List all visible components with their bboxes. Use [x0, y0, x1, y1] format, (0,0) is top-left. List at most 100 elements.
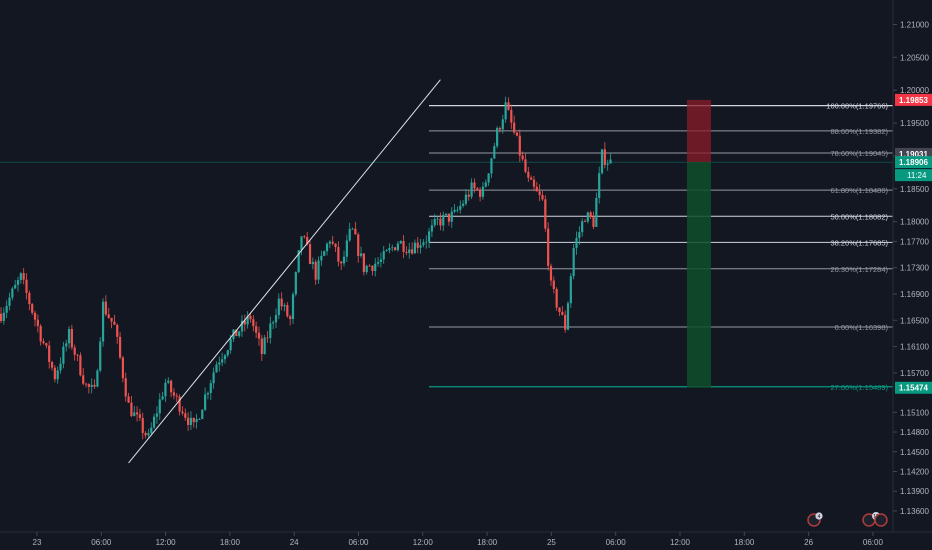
fib-level-label: 27.00%(1.15489)	[830, 383, 888, 392]
candle-body	[581, 221, 584, 233]
candle-body	[325, 243, 329, 252]
candle-body	[368, 265, 371, 267]
candle	[300, 236, 303, 256]
candle-body	[238, 331, 241, 337]
drawings[interactable]	[128, 79, 711, 464]
alert-icon[interactable]	[874, 513, 888, 527]
candle	[589, 210, 592, 220]
candle	[198, 418, 201, 420]
price-badge-text: 1.19031	[899, 150, 928, 159]
time-axis[interactable]: 23 06:00 12:00 18:00 24 06:00 12:00 18:00 25 06:0…	[33, 532, 884, 547]
candle-body	[337, 247, 340, 262]
candle-body	[331, 241, 334, 244]
candle-body	[388, 247, 391, 251]
candle-body	[598, 173, 601, 198]
trendline[interactable]	[128, 79, 441, 464]
candle-body	[547, 228, 550, 266]
candle	[402, 234, 405, 259]
fibonacci-levels[interactable]: 100.00%(1.19766) 88.60%(1.19382) 78.60%(1.…	[0, 102, 893, 392]
candle-body	[274, 315, 278, 323]
candle-body	[345, 240, 348, 257]
price-badge-box	[895, 93, 932, 106]
candle	[67, 326, 71, 349]
candle-body	[487, 173, 490, 183]
candle-body	[586, 212, 589, 222]
candle-body	[391, 247, 394, 249]
candle	[11, 286, 14, 301]
candle-body	[16, 280, 20, 285]
position-stop-zone[interactable]	[687, 99, 711, 163]
candle-body	[311, 261, 314, 265]
candle	[257, 326, 261, 346]
candle	[121, 355, 125, 383]
candle-body	[408, 249, 411, 253]
candle	[325, 242, 329, 256]
candle-body	[79, 355, 82, 376]
candle	[76, 353, 79, 362]
candle-body	[82, 375, 85, 384]
candle	[189, 411, 193, 430]
candle	[118, 331, 122, 360]
candle-body	[255, 326, 258, 333]
candle-body	[433, 218, 436, 226]
candle-body	[303, 236, 306, 238]
position-target-zone[interactable]	[687, 162, 711, 388]
candle-body	[294, 272, 297, 295]
candle-body	[152, 416, 156, 428]
countdown-text: 11:24	[907, 171, 927, 180]
candle-body	[178, 396, 181, 412]
candle	[362, 253, 365, 276]
candle	[263, 334, 266, 355]
candle-body	[172, 392, 176, 396]
candle	[31, 302, 34, 316]
candle-body	[291, 294, 295, 320]
alert-icons[interactable]: 4 15	[807, 512, 888, 527]
candle	[337, 241, 340, 267]
candle	[518, 129, 521, 162]
candle-body	[127, 396, 130, 403]
candle	[385, 248, 388, 252]
candle-body	[544, 199, 547, 229]
alert-icon[interactable]: 4	[807, 512, 823, 527]
candle	[246, 311, 249, 329]
candle	[291, 291, 295, 324]
candle	[36, 314, 39, 333]
candle	[175, 392, 178, 402]
candle	[569, 273, 572, 308]
time-tick-label: 18:00	[477, 538, 498, 547]
price-tick-label: 1.14500	[900, 448, 929, 457]
price-axis[interactable]: 1.210001.205001.200001.195001.190001.185…	[893, 20, 929, 516]
candle	[320, 250, 323, 266]
candle	[8, 292, 11, 311]
candle-body	[240, 320, 244, 332]
candle	[354, 221, 357, 235]
price-tick-label: 1.16100	[900, 343, 929, 352]
candle-body	[2, 312, 5, 321]
candle	[311, 257, 314, 270]
candle-body	[36, 319, 39, 327]
candle	[541, 190, 544, 201]
candle-body	[187, 417, 190, 426]
candle-body	[362, 253, 365, 273]
candle-body	[116, 324, 119, 337]
candle	[283, 303, 286, 312]
candle	[552, 276, 555, 294]
candle-body	[161, 396, 164, 400]
candle	[592, 211, 595, 230]
candle-body	[42, 341, 45, 344]
candle	[90, 378, 93, 394]
candle	[436, 216, 439, 226]
candle	[453, 203, 456, 214]
candle-body	[564, 314, 567, 330]
candle	[600, 148, 604, 175]
candle	[484, 179, 487, 188]
candle-body	[422, 242, 425, 246]
candle	[498, 126, 502, 133]
candle-body	[147, 433, 150, 436]
candle-body	[481, 186, 485, 197]
candle	[158, 393, 161, 421]
candle	[28, 290, 31, 311]
candle-body	[31, 304, 34, 313]
candle-body	[252, 319, 255, 327]
